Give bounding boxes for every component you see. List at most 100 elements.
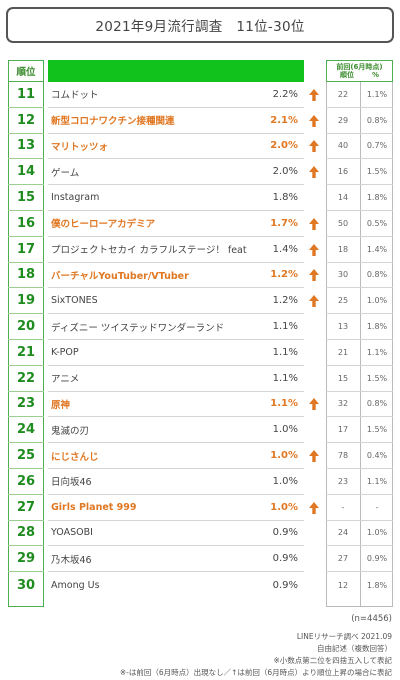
table-row: 11 コムドット 2.2% 22 1.1% <box>0 82 400 108</box>
item-label: 新型コロナワクチン接種関連 <box>51 116 175 128</box>
up-arrow-icon <box>307 288 321 314</box>
rounding-note: ※小数点第二位を四捨五入して表記 <box>273 656 392 665</box>
previous-percent: 1.1% <box>366 347 388 357</box>
rank-number: 20 <box>8 314 44 340</box>
previous-cell: 13 1.8% <box>326 314 393 340</box>
item-cell: SixTONES 1.2% <box>48 288 304 315</box>
item-label: 日向坂46 <box>51 477 92 489</box>
rank-number: 30 <box>16 577 36 593</box>
up-arrow-icon <box>307 495 321 521</box>
item-percent: 1.0% <box>270 450 298 462</box>
previous-rank: 22 <box>337 89 349 99</box>
item-percent: 0.9% <box>272 579 298 591</box>
rank-number: 22 <box>8 366 44 392</box>
item-cell: Girls Planet 999 1.0% <box>48 495 304 521</box>
previous-rank: 40 <box>337 141 349 151</box>
item-percent: 1.1% <box>272 372 298 384</box>
table-row: 28 YOASOBI 0.9% 24 1.0% <box>0 521 400 547</box>
item-label: 鬼滅の刃 <box>51 425 90 437</box>
table-row: 20 ディズニー ツイステッドワンダーランド 1.1% 13 1.8% <box>0 314 400 340</box>
previous-rank: 27 <box>337 554 349 564</box>
table-row: 30 Among Us 0.9% 12 1.8% <box>0 572 400 598</box>
rank-number: 11 <box>8 82 44 108</box>
item-label: ゲーム <box>51 167 80 179</box>
previous-rank: 78 <box>337 451 349 461</box>
rank-number: 27 <box>8 495 44 521</box>
item-percent: 0.9% <box>272 553 298 565</box>
previous-rank: 21 <box>337 347 349 357</box>
previous-percent: 0.9% <box>366 554 388 564</box>
previous-cell: 15 1.5% <box>326 366 393 392</box>
table-row: 22 アニメ 1.1% 15 1.5% <box>0 366 400 392</box>
rank-column-header: 順位 <box>8 60 44 82</box>
item-label: プロジェクトセカイ カラフルステージ！ feat <box>51 245 247 257</box>
previous-cell: 40 0.7% <box>326 134 393 160</box>
rank-number: 29 <box>8 546 44 573</box>
previous-cell: 18 1.4% <box>326 237 393 263</box>
previous-pct-header: % <box>371 71 379 80</box>
item-cell: アニメ 1.1% <box>48 366 304 392</box>
previous-column-header: 前回(6月時点) 順位 % <box>326 60 393 82</box>
rank-number: 17 <box>8 237 44 263</box>
up-arrow-icon <box>307 237 321 263</box>
up-arrow-icon <box>307 159 321 185</box>
previous-rank: 17 <box>337 425 349 435</box>
rank-number: 18 <box>8 263 44 289</box>
previous-rank: 15 <box>337 373 349 383</box>
previous-cell: 27 0.9% <box>326 546 393 573</box>
previous-rank: 30 <box>337 270 349 280</box>
item-cell: ディズニー ツイステッドワンダーランド 1.1% <box>48 314 304 340</box>
previous-percent: 1.1% <box>366 476 388 486</box>
rank-number: 25 <box>8 443 44 469</box>
item-label: マリトッツォ <box>51 141 109 153</box>
header-bar <box>48 60 304 82</box>
item-cell: 僕のヒーローアカデミア 1.7% <box>48 211 304 237</box>
item-percent: 1.1% <box>272 346 298 358</box>
previous-cell: 29 0.8% <box>326 108 393 134</box>
item-cell: 原神 1.1% <box>48 392 304 418</box>
table-row: 14 ゲーム 2.0% 16 1.5% <box>0 159 400 186</box>
item-percent: 1.1% <box>270 398 298 410</box>
item-label: 乃木坂46 <box>51 554 92 566</box>
item-label: にじさんじ <box>51 451 99 463</box>
method-note: 自由記述（複数回答） <box>317 644 392 653</box>
up-arrow-icon <box>307 443 321 469</box>
previous-rank: 25 <box>337 296 349 306</box>
previous-percent: 1.1% <box>366 89 388 99</box>
previous-percent: 0.8% <box>366 270 388 280</box>
item-percent: 0.9% <box>272 527 298 539</box>
previous-percent: 1.8% <box>366 193 388 203</box>
previous-cell: 32 0.8% <box>326 392 393 418</box>
item-label: Girls Planet 999 <box>51 501 137 513</box>
rank-number: 28 <box>8 521 44 547</box>
item-cell: 乃木坂46 0.9% <box>48 546 304 573</box>
table-row: 25 にじさんじ 1.0% 78 0.4% <box>0 443 400 469</box>
rank-number: 26 <box>8 469 44 495</box>
footer-notes: LINEリサーチ調べ 2021.09 自由記述（複数回答） ※小数点第二位を四捨… <box>120 631 392 679</box>
rank-number: 19 <box>8 288 44 315</box>
previous-percent: 0.4% <box>366 451 388 461</box>
item-cell: Instagram 1.8% <box>48 185 304 211</box>
previous-rank: 16 <box>337 167 349 177</box>
item-percent: 1.2% <box>270 269 298 281</box>
previous-rank: 23 <box>337 476 349 486</box>
previous-percent: 1.5% <box>366 425 388 435</box>
previous-column <box>326 82 393 607</box>
sample-size: (n=4456) <box>351 614 392 624</box>
table-row: 15 Instagram 1.8% 14 1.8% <box>0 185 400 211</box>
legend-note: ※-は前回（6月時点）出現なし／↑は前回（6月時点）より順位上昇の場合に表記 <box>119 668 392 677</box>
rank-number: 24 <box>8 417 44 444</box>
previous-percent: 0.7% <box>366 141 388 151</box>
item-cell: 日向坂46 1.0% <box>48 469 304 495</box>
item-percent: 1.0% <box>272 475 298 487</box>
previous-cell: 25 1.0% <box>326 288 393 315</box>
previous-cell: 22 1.1% <box>326 82 393 108</box>
previous-percent: 1.0% <box>366 296 388 306</box>
previous-percent: 0.5% <box>366 218 388 228</box>
previous-cell: 14 1.8% <box>326 185 393 211</box>
rank-column <box>8 82 44 607</box>
previous-percent: - <box>375 502 379 512</box>
page-title: 2021年9月流行調査 11位-30位 <box>6 7 394 43</box>
source-note: LINEリサーチ調べ 2021.09 <box>296 632 392 641</box>
item-percent: 2.0% <box>270 140 298 152</box>
